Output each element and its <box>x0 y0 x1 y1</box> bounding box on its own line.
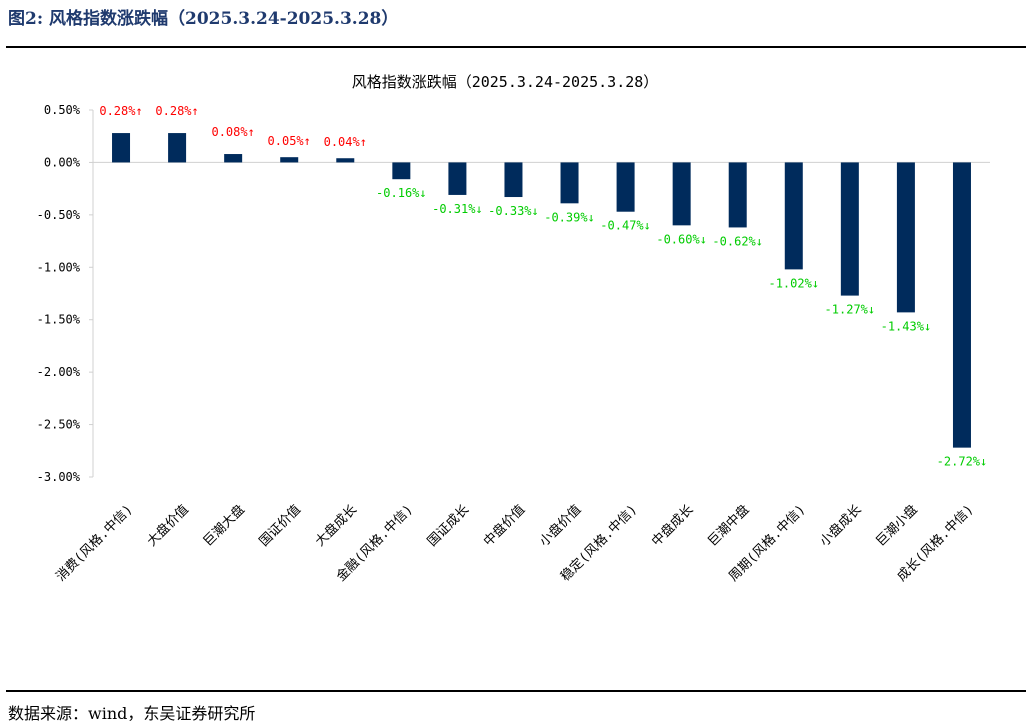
data-label: 0.28%↑ <box>99 104 142 118</box>
y-tick-label: -1.50% <box>37 313 81 327</box>
data-label: -0.60%↓ <box>656 232 707 246</box>
bar <box>728 162 747 228</box>
y-tick-label: -2.00% <box>37 365 81 379</box>
bar <box>672 162 691 226</box>
data-label: -0.39%↓ <box>544 210 595 224</box>
data-label: -0.31%↓ <box>432 202 483 216</box>
bar <box>392 162 411 180</box>
data-label: -1.27%↓ <box>825 303 876 317</box>
bottom-rule <box>6 690 1026 692</box>
bar-chart: 风格指数涨跌幅（2025.3.24-2025.3.28） 0.50% 0.00% -… <box>37 73 990 585</box>
data-label: 0.08%↑ <box>211 125 254 139</box>
x-tick-label: 大盘价值 <box>144 502 192 550</box>
data-label: -2.72%↓ <box>937 455 988 469</box>
y-tick-label: -0.50% <box>37 208 81 222</box>
data-label: -0.47%↓ <box>600 219 651 233</box>
bar <box>280 157 299 163</box>
bar <box>168 133 187 163</box>
bar <box>616 162 635 212</box>
x-tick-label: 小盘成长 <box>817 502 865 550</box>
data-label: 0.04%↑ <box>324 135 367 149</box>
data-label: -0.33%↓ <box>488 204 539 218</box>
y-tick-label: 0.00% <box>44 155 81 169</box>
data-label: -0.62%↓ <box>712 234 763 248</box>
bar <box>784 162 803 270</box>
x-tick-label: 巨潮大盘 <box>200 502 248 550</box>
bar <box>896 162 915 313</box>
bar <box>224 154 243 163</box>
x-tick-label: 中盘价值 <box>480 502 528 550</box>
bars <box>112 133 971 448</box>
bar <box>336 158 355 163</box>
x-tick-label: 国证成长 <box>425 502 472 549</box>
data-label: -0.16%↓ <box>376 186 427 200</box>
bar <box>952 162 971 448</box>
data-labels: 0.28%↑ 0.28%↑ 0.08%↑ 0.05%↑ 0.04%↑ -0.16%↓ -0.… <box>99 104 987 469</box>
bar <box>448 162 467 195</box>
chart-title: 风格指数涨跌幅（2025.3.24-2025.3.28） <box>352 73 659 91</box>
x-tick-label: 大盘成长 <box>312 502 360 550</box>
bar <box>112 133 131 163</box>
bar <box>504 162 523 198</box>
bar <box>560 162 579 204</box>
x-tick-label: 巨潮中盘 <box>704 502 752 550</box>
y-tick-label: -1.00% <box>37 260 81 274</box>
data-label: -1.02%↓ <box>768 276 819 290</box>
x-tick-label: 国证价值 <box>256 502 304 550</box>
figure-title: 图2: 风格指数涨跌幅（2025.3.24-2025.3.28） <box>8 9 399 29</box>
source-note: 数据来源：wind，东吴证券研究所 <box>8 704 256 723</box>
top-rule <box>6 46 1026 48</box>
x-tick-label: 巨潮小盘 <box>873 502 921 550</box>
data-label: 0.28%↑ <box>155 104 198 118</box>
x-tick-label: 小盘价值 <box>536 502 584 550</box>
axes: 0.50% 0.00% -0.50% -1.00% -1.50% -2.00% -2.50%… <box>37 103 990 484</box>
bar <box>840 162 859 296</box>
data-label: -1.43%↓ <box>881 319 932 333</box>
data-label: 0.05%↑ <box>268 134 311 148</box>
y-tick-label: -3.00% <box>37 470 81 484</box>
y-tick-label: -2.50% <box>37 418 81 432</box>
y-tick-label: 0.50% <box>44 103 81 117</box>
x-tick-label: 中盘成长 <box>648 502 696 550</box>
x-tick-label: 消费(风格.中信) <box>53 502 136 585</box>
